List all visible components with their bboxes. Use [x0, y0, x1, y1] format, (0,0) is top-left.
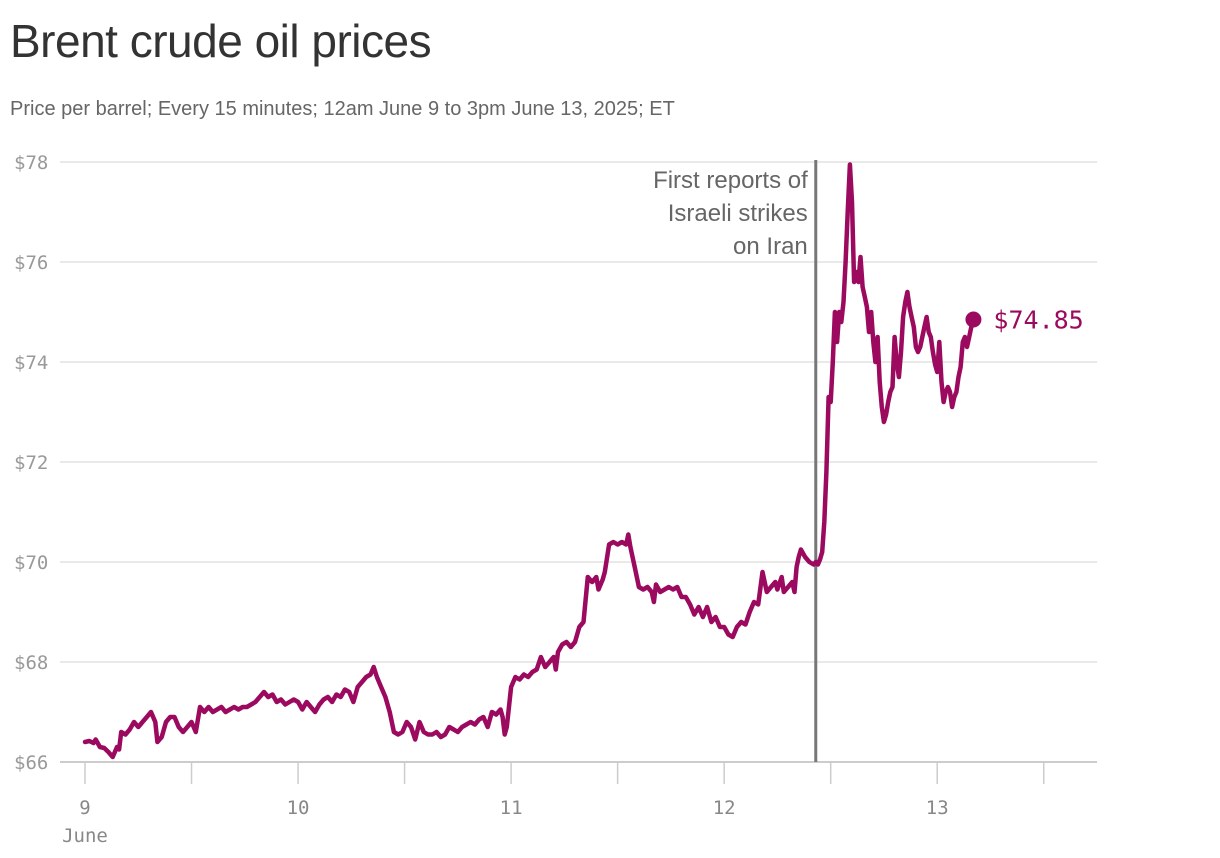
x-unit-label: June [62, 825, 108, 847]
y-tick-label: $74 [14, 352, 48, 374]
x-tick-label: 10 [287, 797, 310, 819]
x-tick-label: 11 [500, 797, 523, 819]
annotation-text: First reports of [653, 167, 808, 194]
x-tick-label: 13 [926, 797, 949, 819]
price-line [82, 162, 976, 760]
end-point [965, 311, 982, 328]
chart-title: Brent crude oil prices [10, 15, 432, 67]
y-tick-label: $70 [14, 552, 48, 574]
x-tick-label: 12 [713, 797, 736, 819]
x-tick-label: 9 [79, 797, 90, 819]
y-tick-label: $66 [14, 752, 48, 774]
y-tick-label: $76 [14, 252, 48, 274]
y-tick-label: $78 [14, 152, 48, 174]
y-tick-label: $68 [14, 652, 48, 674]
annotation-text: Israeli strikes [668, 200, 808, 227]
chart-subtitle: Price per barrel; Every 15 minutes; 12am… [10, 98, 675, 120]
end-value-label: $74.85 [993, 306, 1083, 335]
annotation-text: on Iran [733, 233, 808, 260]
y-tick-label: $72 [14, 452, 48, 474]
